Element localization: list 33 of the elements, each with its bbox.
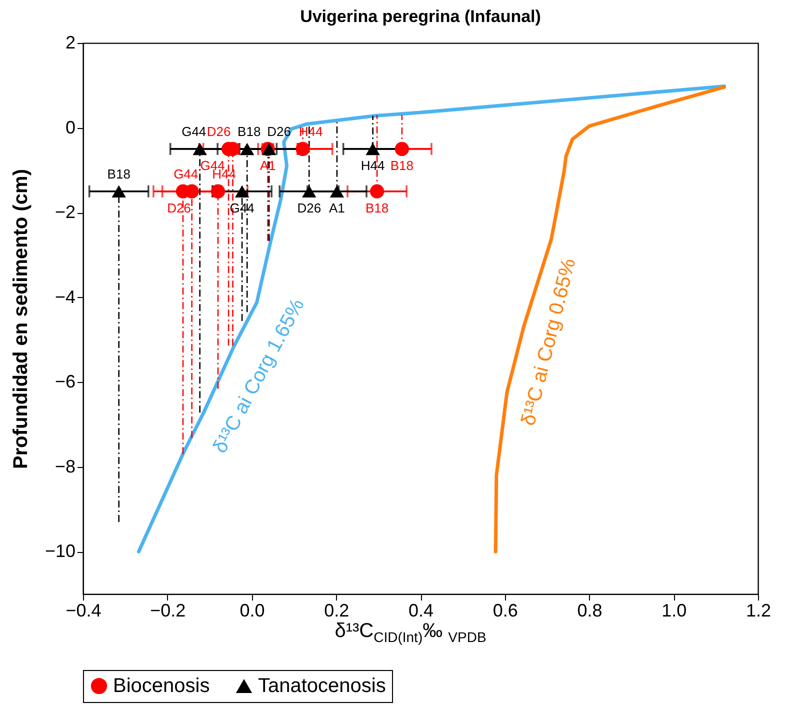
y-tick-label: −6	[54, 372, 76, 392]
x-axis-title: δ¹³C$_{CID(Int)}$‰ $_{VPDB}$	[334, 620, 488, 645]
legend-label: Tanatocenosis	[258, 675, 386, 697]
data-label: G44	[182, 124, 206, 139]
y-tick-label: 0	[65, 117, 76, 138]
data-label: B18	[107, 166, 130, 182]
x-tick-label: 1.2	[746, 600, 772, 620]
y-tick-label: −10	[44, 541, 76, 562]
data-label: B18	[365, 200, 389, 216]
x-tick-label: 0.6	[492, 600, 518, 620]
x-tick-label: −0.4	[66, 600, 102, 620]
chart-title: Uvigerina peregrina (Infaunal)	[300, 7, 541, 26]
y-tick-label: −8	[54, 456, 76, 476]
data-label: D26	[167, 200, 191, 216]
y-tick-label: 2	[65, 32, 76, 52]
data-label: D26	[206, 124, 231, 139]
x-tick-label: 0.8	[577, 600, 602, 620]
data-label: B18	[390, 158, 414, 173]
text: δ¹³C ai Corg 0.65%	[517, 256, 580, 428]
data-label: D26	[297, 200, 322, 216]
legend-label: Biocenosis	[113, 675, 210, 697]
y-tick-label: −4	[54, 286, 76, 307]
x-tick-label: 0.4	[408, 600, 434, 620]
data-label: H44	[360, 158, 385, 173]
x-tick-label: 0.2	[324, 600, 350, 620]
y-axis-title: Profundidad en sedimento (cm)	[10, 168, 32, 470]
x-tick-label: 0.0	[240, 600, 265, 620]
data-label: G44	[174, 166, 198, 182]
x-tick-label: −0.2	[150, 600, 186, 620]
data-label: B18	[238, 124, 261, 139]
data-label: A1	[329, 200, 345, 216]
x-tick-label: 1.0	[662, 600, 687, 620]
y-tick-label: −2	[54, 202, 76, 222]
